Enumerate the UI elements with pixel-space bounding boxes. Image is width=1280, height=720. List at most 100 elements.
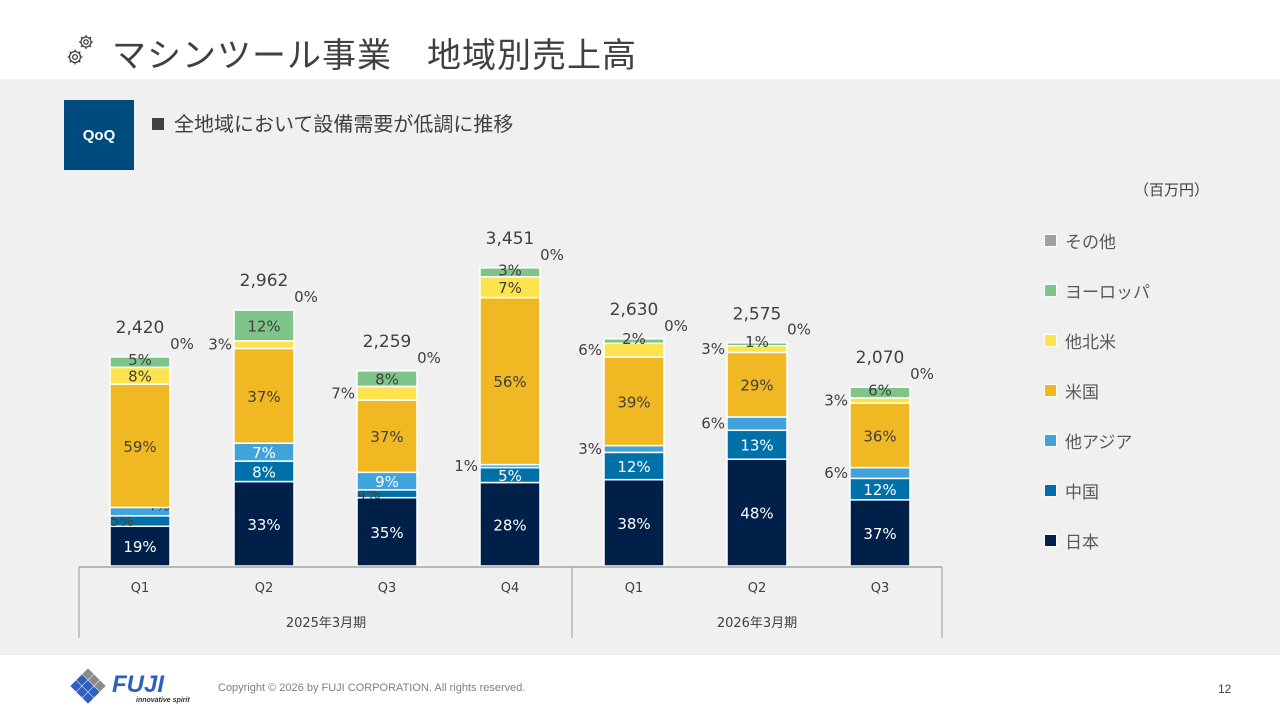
bar-segment-中国	[603, 451, 665, 481]
bar-segment-日本	[479, 481, 541, 567]
bar-segment-他北米	[233, 340, 295, 350]
legend-label: 他北米	[1065, 332, 1116, 353]
bar-segment-米国	[233, 347, 295, 444]
data-label-米国: 37%	[370, 428, 403, 446]
bar-segment-米国	[479, 296, 541, 466]
x-tick-label: Q1	[131, 581, 150, 596]
legend-label: ヨーロッパ	[1065, 282, 1150, 303]
data-label-日本: 37%	[863, 525, 896, 543]
bar-segment-ヨーロッパ	[479, 267, 541, 278]
x-tick-label: Q4	[501, 581, 520, 596]
legend-item-他アジア: 他アジア	[1044, 428, 1133, 453]
bullet-square-icon	[152, 118, 164, 130]
x-tick-label: Q2	[255, 581, 274, 596]
data-label-他北米: 7%	[498, 279, 522, 297]
total-label: 2,962	[240, 271, 289, 291]
data-label-その他: 0%	[910, 365, 934, 383]
data-label-他アジア: 3%	[578, 440, 602, 458]
data-label-その他: 0%	[417, 349, 441, 367]
data-label-中国: 12%	[863, 481, 896, 499]
data-label-日本: 48%	[740, 505, 773, 523]
unit-label: （百万円）	[1134, 181, 1210, 199]
data-label-他アジア: 6%	[824, 464, 848, 482]
legend-swatch	[1044, 233, 1057, 247]
data-label-ヨーロッパ: 6%	[868, 382, 892, 400]
total-label: 3,451	[486, 229, 535, 249]
data-label-日本: 19%	[123, 538, 156, 556]
data-label-米国: 39%	[617, 393, 650, 411]
data-label-他アジア: 7%	[252, 444, 276, 462]
data-label-中国: 12%	[617, 458, 650, 476]
data-label-ヨーロッパ: 2%	[622, 330, 646, 348]
x-tick-label: Q3	[378, 581, 397, 596]
bar-segment-日本	[726, 458, 788, 567]
qoq-badge: QoQ	[64, 100, 134, 170]
legend-item-その他: その他	[1044, 228, 1116, 253]
legend-item-米国: 米国	[1044, 378, 1099, 403]
legend-swatch	[1044, 283, 1057, 297]
group-label: 2025年3月期	[286, 616, 366, 631]
data-label-ヨーロッパ: 3%	[498, 261, 522, 279]
data-label-日本: 38%	[617, 515, 650, 533]
logo-brand: FUJI	[112, 671, 165, 698]
bar-segment-ヨーロッパ	[726, 341, 788, 347]
legend-label: 日本	[1065, 532, 1099, 553]
bar-segment-日本	[603, 478, 665, 567]
data-label-他北米: 3%	[208, 336, 232, 354]
copyright: Copyright © 2026 by FUJI CORPORATION. Al…	[218, 682, 526, 694]
bar-segment-米国	[109, 383, 171, 509]
data-label-その他: 0%	[294, 288, 318, 306]
x-tick-label: Q1	[625, 581, 644, 596]
data-label-米国: 56%	[493, 373, 526, 391]
data-label-ヨーロッパ: 12%	[247, 317, 280, 335]
data-label-その他: 0%	[170, 335, 194, 353]
bullet-text: 全地域において設備需要が低調に推移	[174, 112, 514, 136]
data-label-ヨーロッパ: 5%	[128, 351, 152, 369]
data-label-他北米: 7%	[331, 384, 355, 402]
group-label: 2026年3月期	[717, 616, 797, 631]
data-label-他アジア: 1%	[454, 457, 478, 475]
data-label-その他: 0%	[664, 317, 688, 335]
data-label-ヨーロッパ: 1%	[745, 333, 769, 351]
data-label-日本: 35%	[370, 524, 403, 542]
bar-segment-米国	[356, 399, 418, 474]
total-label: 2,259	[363, 332, 412, 352]
legend-swatch	[1044, 433, 1057, 447]
bar-segment-ヨーロッパ	[109, 356, 171, 369]
bar-segment-ヨーロッパ	[849, 386, 911, 399]
bar-segment-他アジア	[726, 416, 788, 432]
bar-segment-日本	[356, 496, 418, 567]
data-label-米国: 37%	[247, 388, 280, 406]
bar-segment-ヨーロッパ	[603, 338, 665, 345]
legend-item-他北米: 他北米	[1044, 328, 1116, 353]
data-label-他北米: 8%	[128, 368, 152, 386]
data-label-ヨーロッパ: 8%	[375, 371, 399, 389]
bar-segment-日本	[109, 525, 171, 567]
bullet-point: 全地域において設備需要が低調に推移	[152, 108, 513, 137]
data-label-米国: 59%	[123, 438, 156, 456]
bar-segment-他アジア	[849, 466, 911, 480]
legend-label: 他アジア	[1065, 432, 1133, 453]
data-label-その他: 0%	[787, 321, 811, 339]
data-label-米国: 36%	[863, 427, 896, 445]
total-label: 2,575	[733, 305, 782, 325]
legend-label: 中国	[1065, 482, 1099, 503]
footer	[0, 655, 1280, 720]
legend-swatch	[1044, 533, 1057, 547]
data-label-中国: 13%	[740, 437, 773, 455]
legend-swatch	[1044, 383, 1057, 397]
data-label-他北米: 6%	[578, 341, 602, 359]
total-label: 2,420	[116, 318, 165, 338]
data-label-他北米: 3%	[701, 340, 725, 358]
gears-icon	[67, 35, 93, 65]
data-label-他北米: 3%	[824, 392, 848, 410]
total-label: 2,630	[610, 300, 659, 320]
fuji-logo: FUJI innovative spirit	[70, 668, 190, 704]
bar-segment-ヨーロッパ	[233, 309, 295, 342]
legend-label: 米国	[1065, 382, 1099, 403]
bar-segment-他アジア	[603, 444, 665, 454]
page-title: マシンツール事業 地域別売上高	[112, 36, 637, 76]
legend-item-日本: 日本	[1044, 528, 1099, 553]
page-number: 12	[1218, 682, 1232, 696]
